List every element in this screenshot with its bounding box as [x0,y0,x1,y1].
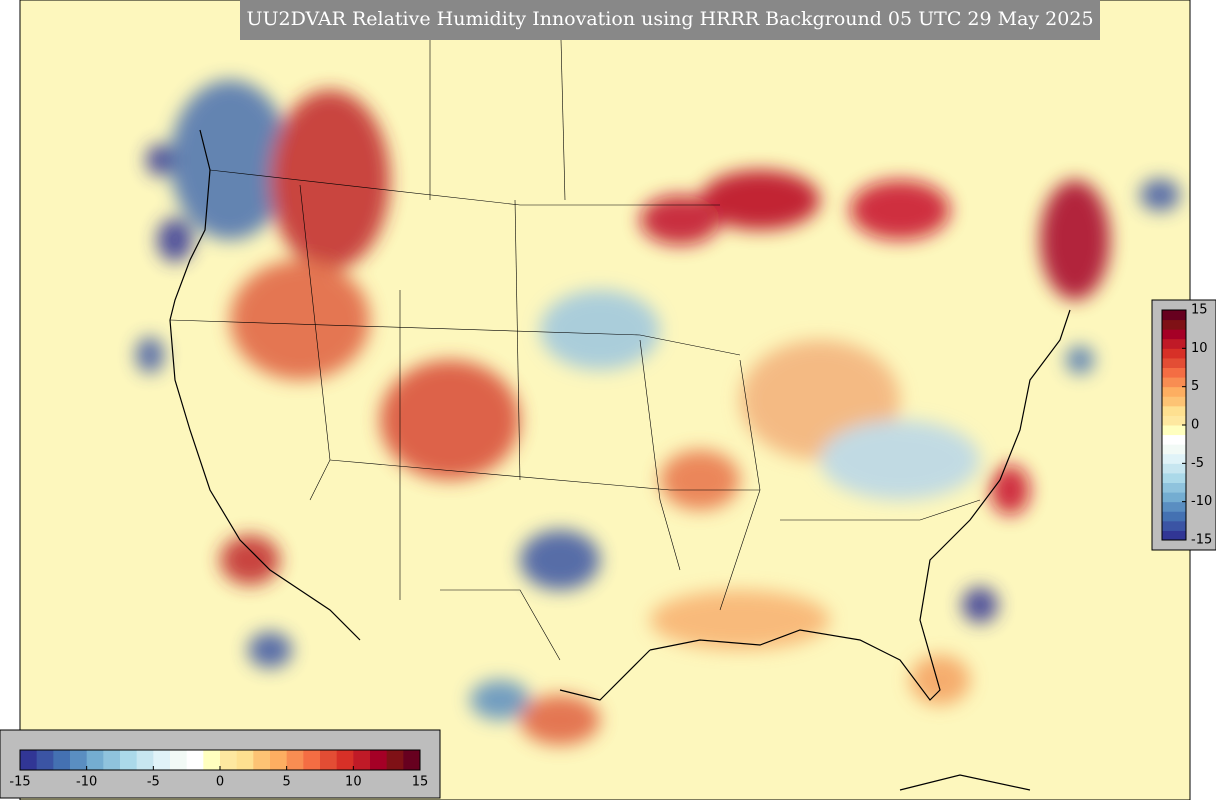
colorbar-tick-label: -15 [1191,533,1212,548]
colorbar-segment [1162,511,1186,522]
colorbar-segment [20,750,38,770]
colorbar-segment [1162,472,1186,483]
colorbar-segment [1162,367,1186,378]
colorbar-segment [36,750,54,770]
colorbar-tick-label: 10 [345,775,362,790]
colorbar-segment [1162,530,1186,541]
colorbar-segment [1162,396,1186,407]
map [20,0,1190,800]
colorbar-segment [303,750,321,770]
colorbar-segment [386,750,404,770]
colorbar-tick-label: -5 [1191,456,1204,471]
colorbar-segment [320,750,338,770]
colorbar-tick-label: -10 [76,775,97,790]
colorbar-segment [153,750,171,770]
colorbar-segment [170,750,188,770]
colorbar-bottom: -15 -10 -5 0 5 10 15 [9,749,429,790]
colorbar-tick-label: -5 [147,775,160,790]
colorbar-segment [220,750,238,770]
colorbar-segment [1162,338,1186,349]
colorbar-segment [1162,444,1186,455]
colorbar-segment [1162,425,1186,436]
colorbar-segment [1162,482,1186,493]
colorbar-tick-label: 15 [412,775,429,790]
colorbar-segment [353,750,371,770]
colorbar-tick-label: -10 [1191,494,1212,509]
colorbar-right: -15 -10 -5 0 5 10 15 [1161,303,1212,548]
title-box [240,0,1100,40]
colorbar-segment [203,750,221,770]
colorbar-segment [1162,405,1186,416]
colorbar-tick-label: 15 [1191,303,1208,318]
title: UU2DVAR Relative Humidity Innovation usi… [246,8,1093,30]
colorbar-segment [70,750,88,770]
colorbar-tick-label: 0 [1191,418,1199,433]
colorbar-segment [186,750,204,770]
colorbar-segment [1162,377,1186,388]
colorbar-segment [1162,520,1186,531]
colorbar-segment [1162,348,1186,359]
colorbar-segment [1162,310,1186,321]
colorbar-segment [136,750,154,770]
colorbar-segment [286,750,304,770]
colorbar-segment [1162,463,1186,474]
colorbar-segment [370,750,388,770]
colorbar-segment [1162,492,1186,503]
colorbar-segment [1162,357,1186,368]
colorbar-tick-label: -15 [9,775,30,790]
colorbar-segment [1162,434,1186,445]
colorbar-segment [336,750,354,770]
colorbar-segment [253,750,271,770]
colorbar-tick-label: 5 [1191,379,1199,394]
colorbar-segment [103,750,121,770]
colorbar-segment [1162,453,1186,464]
colorbar-segment [270,750,288,770]
colorbar-segment [236,750,254,770]
colorbar-segment [120,750,138,770]
colorbar-segment [1162,386,1186,397]
colorbar-segment [1162,415,1186,426]
colorbar-segment [1162,319,1186,330]
colorbar-segment [53,750,71,770]
colorbar-segment [1162,501,1186,512]
colorbar-tick-label: 0 [216,775,224,790]
colorbar-segment [1162,329,1186,340]
colorbar-tick-label: 10 [1191,341,1208,356]
colorbar-tick-label: 5 [283,775,291,790]
colorbar-segment [86,750,104,770]
colorbar-segment [403,750,421,770]
